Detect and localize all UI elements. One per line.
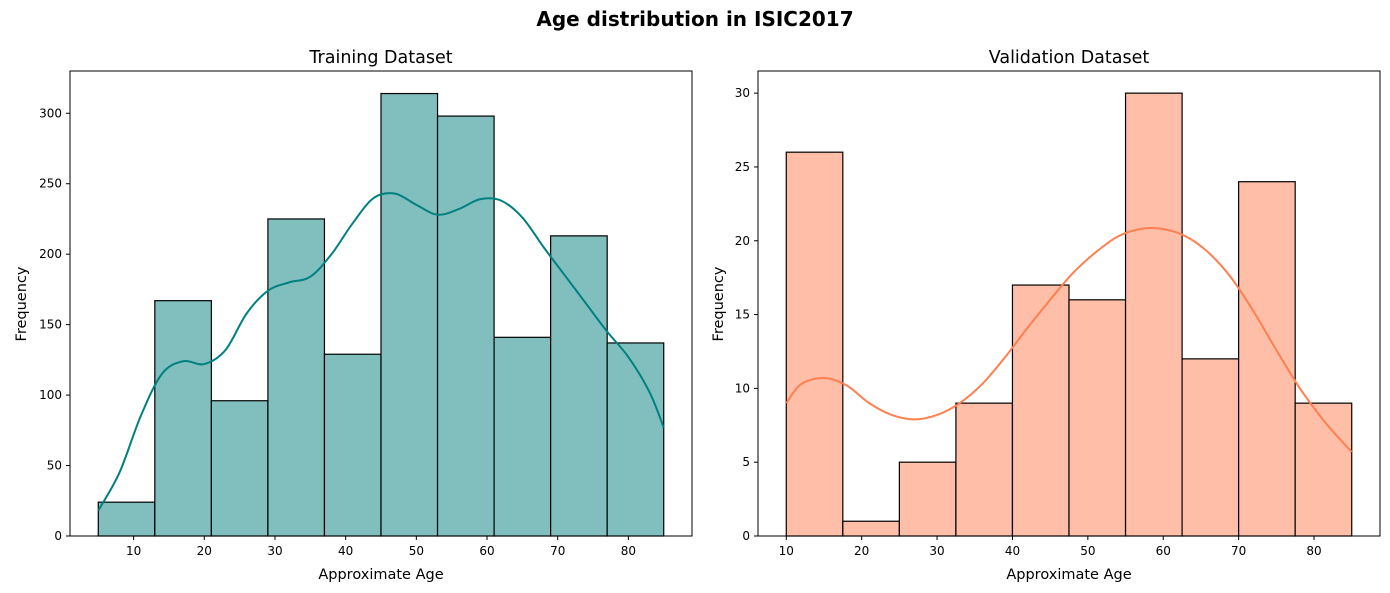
validation-y-tick-label-4: 20 (735, 234, 750, 248)
training-y-tick-label-6: 300 (39, 106, 62, 120)
validation-y-tick-label-3: 15 (735, 308, 750, 322)
training-bar-1 (154, 300, 212, 537)
training-x-tick-label-2: 30 (267, 544, 282, 558)
validation-bar-3 (955, 402, 1014, 537)
validation-x-tick-label-4: 50 (1080, 544, 1095, 558)
validation-bar-9 (1294, 402, 1353, 537)
training-chart-title: Training Dataset (308, 48, 452, 68)
training-bar-4 (323, 353, 382, 537)
training-y-tick-label-1: 50 (47, 459, 62, 473)
validation-x-tick-label-0: 10 (779, 544, 794, 558)
validation-y-tick-label-1: 5 (742, 455, 750, 469)
validation-bar-4 (1011, 284, 1070, 537)
validation-y-tick-label-0: 0 (742, 529, 750, 543)
training-bar-8 (550, 235, 608, 537)
training-y-tick-label-4: 200 (39, 247, 62, 261)
validation-y-tick-label-2: 10 (735, 381, 750, 395)
validation-x-tick-label-1: 20 (854, 544, 869, 558)
training-y-axis-label: Frequency (14, 266, 30, 341)
training-bar-3 (267, 218, 326, 537)
validation-x-tick-label-2: 30 (929, 544, 944, 558)
validation-y-tick-label-6: 30 (735, 86, 750, 100)
training-x-tick-label-6: 70 (550, 544, 565, 558)
validation-bar-5 (1068, 299, 1127, 537)
validation-chart-title: Validation Dataset (989, 48, 1150, 68)
training-y-tick-label-3: 150 (39, 318, 62, 332)
validation-x-tick-label-5: 60 (1156, 544, 1171, 558)
validation-bar-7 (1181, 358, 1240, 537)
training-axes-frame (69, 70, 693, 537)
training-x-tick-label-5: 60 (479, 544, 494, 558)
validation-kde-line (785, 227, 1353, 453)
training-x-axis-label: Approximate Age (318, 567, 443, 583)
figure-title: Age distribution in ISIC2017 (536, 7, 853, 31)
validation-bar-2 (898, 461, 957, 537)
validation-bar-1 (842, 520, 900, 537)
training-kde-line (97, 192, 665, 512)
training-bar-7 (493, 336, 552, 537)
validation-x-tick-label-7: 80 (1306, 544, 1321, 558)
training-x-tick-label-4: 50 (409, 544, 424, 558)
training-y-tick-label-2: 100 (39, 388, 62, 402)
training-x-tick-label-1: 20 (197, 544, 212, 558)
validation-chart: Validation Dataset Approximate Age Frequ… (711, 48, 1381, 583)
training-x-tick-label-3: 40 (338, 544, 353, 558)
validation-x-tick-label-3: 40 (1005, 544, 1020, 558)
training-y-tick-label-5: 250 (39, 177, 62, 191)
training-chart: Training Dataset Approximate Age Frequen… (14, 48, 693, 583)
training-bar-2 (210, 400, 269, 537)
training-y-tick-label-0: 0 (54, 529, 62, 543)
training-bar-9 (606, 342, 665, 537)
training-bar-5 (380, 92, 439, 537)
training-bar-0 (97, 501, 156, 537)
validation-y-tick-label-5: 25 (735, 160, 750, 174)
training-x-tick-label-0: 10 (126, 544, 141, 558)
validation-axes-frame (757, 70, 1381, 537)
validation-y-axis-label: Frequency (711, 266, 727, 341)
validation-bar-8 (1238, 181, 1296, 537)
validation-x-tick-label-6: 70 (1231, 544, 1246, 558)
validation-bar-6 (1124, 92, 1183, 537)
training-x-tick-label-7: 80 (621, 544, 636, 558)
training-bar-6 (436, 115, 495, 537)
validation-bar-0 (785, 151, 844, 537)
validation-x-axis-label: Approximate Age (1006, 567, 1131, 583)
